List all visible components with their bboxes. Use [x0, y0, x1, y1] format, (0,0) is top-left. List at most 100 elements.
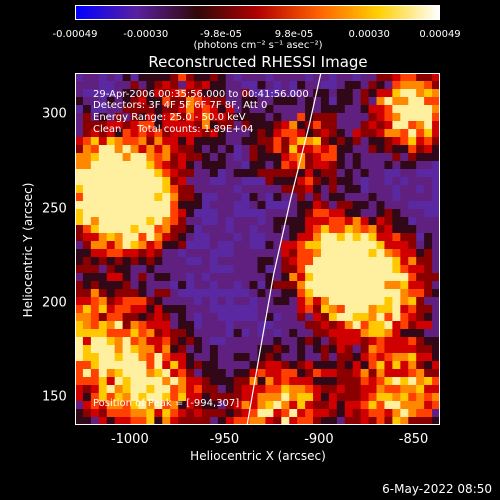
heatmap-cell: [233, 345, 243, 354]
heatmap-cell: [186, 185, 195, 194]
heatmap-cell: [90, 329, 100, 338]
heatmap-cell: [432, 81, 440, 90]
heatmap-cell: [82, 89, 92, 98]
x-axis-label: Heliocentric X (arcsec): [190, 449, 326, 463]
heatmap-cell: [82, 121, 92, 130]
heatmap-cell: [75, 305, 84, 314]
heatmap-cell: [352, 81, 362, 90]
heatmap-cell: [297, 321, 306, 330]
heatmap-cell: [281, 377, 290, 386]
heatmap-cell: [138, 73, 148, 82]
heatmap-cell: [273, 185, 282, 194]
heatmap-cell: [336, 385, 346, 394]
heatmap-cell: [265, 281, 274, 290]
heatmap-cell: [408, 401, 417, 410]
heatmap-cell: [122, 193, 132, 202]
heatmap-cell: [376, 385, 386, 394]
heatmap-cell: [194, 113, 203, 122]
heatmap-cell: [209, 361, 219, 370]
heatmap-cell: [225, 257, 235, 266]
heatmap-cell: [178, 401, 187, 410]
heatmap-cell: [162, 161, 171, 170]
heatmap-cell: [384, 225, 393, 234]
heatmap-cell: [305, 81, 314, 90]
heatmap-cell: [138, 185, 148, 194]
heatmap-cell: [416, 145, 425, 154]
heatmap-cell: [392, 89, 401, 98]
heatmap-cell: [416, 281, 425, 290]
heatmap-cell: [360, 393, 370, 402]
heatmap-cell: [305, 409, 314, 418]
heatmap-cell: [154, 345, 163, 354]
colorbar: [75, 5, 440, 20]
heatmap-cell: [114, 81, 124, 90]
heatmap-cell: [368, 273, 378, 282]
heatmap-cell: [273, 89, 282, 98]
heatmap-cell: [194, 281, 203, 290]
heatmap-cell: [424, 329, 433, 338]
heatmap-cell: [178, 377, 187, 386]
heatmap-cell: [90, 81, 100, 90]
heatmap-cell: [241, 321, 251, 330]
heatmap-cell: [186, 105, 195, 114]
heatmap-cell: [360, 353, 370, 362]
heatmap-cell: [257, 137, 267, 146]
heatmap-cell: [154, 97, 163, 106]
heatmap-cell: [146, 353, 155, 362]
heatmap-cell: [217, 393, 227, 402]
heatmap-cell: [320, 81, 330, 90]
heatmap-cell: [273, 241, 282, 250]
heatmap-cell: [336, 185, 346, 194]
heatmap-cell: [225, 369, 235, 378]
heatmap-cell: [114, 393, 124, 402]
heatmap-cell: [75, 249, 84, 258]
heatmap-cell: [392, 289, 401, 298]
heatmap-cell: [178, 337, 187, 346]
heatmap-cell: [249, 225, 259, 234]
heatmap-cell: [408, 409, 417, 418]
heatmap-cell: [249, 193, 259, 202]
heatmap-cell: [320, 265, 330, 274]
heatmap-cell: [273, 201, 282, 210]
heatmap-cell: [424, 393, 433, 402]
heatmap-cell: [273, 281, 282, 290]
heatmap-cell: [233, 401, 243, 410]
heatmap-cell: [98, 217, 108, 226]
heatmap-cell: [297, 105, 306, 114]
heatmap-cell: [186, 393, 195, 402]
heatmap-cell: [225, 145, 235, 154]
heatmap-cell: [138, 321, 148, 330]
heatmap-cell: [344, 217, 354, 226]
heatmap-cell: [384, 233, 393, 242]
heatmap-cell: [114, 241, 124, 250]
heatmap-cell: [233, 369, 243, 378]
heatmap-cell: [408, 225, 417, 234]
heatmap-cell: [225, 161, 235, 170]
heatmap-cell: [392, 193, 401, 202]
heatmap-cell: [217, 377, 227, 386]
heatmap-cell: [344, 185, 354, 194]
heatmap-cell: [328, 201, 338, 210]
heatmap-cell: [90, 305, 100, 314]
heatmap-cell: [217, 273, 227, 282]
heatmap-cell: [432, 137, 440, 146]
heatmap-cell: [416, 73, 425, 82]
heatmap-cell: [130, 401, 140, 410]
heatmap-cell: [130, 369, 140, 378]
heatmap-cell: [178, 201, 187, 210]
heatmap-cell: [146, 377, 155, 386]
heatmap-cell: [289, 177, 298, 186]
heatmap-cell: [146, 177, 155, 186]
heatmap-cell: [122, 249, 132, 258]
heatmap-cell: [289, 321, 298, 330]
heatmap-cell: [289, 113, 298, 122]
heatmap-cell: [90, 417, 100, 425]
heatmap-cell: [114, 105, 124, 114]
heatmap-cell: [170, 129, 179, 138]
heatmap-cell: [106, 329, 116, 338]
heatmap-cell: [249, 121, 259, 130]
heatmap-cell: [400, 297, 409, 306]
heatmap-cell: [305, 345, 314, 354]
heatmap-cell: [289, 393, 298, 402]
heatmap-cell: [368, 305, 378, 314]
